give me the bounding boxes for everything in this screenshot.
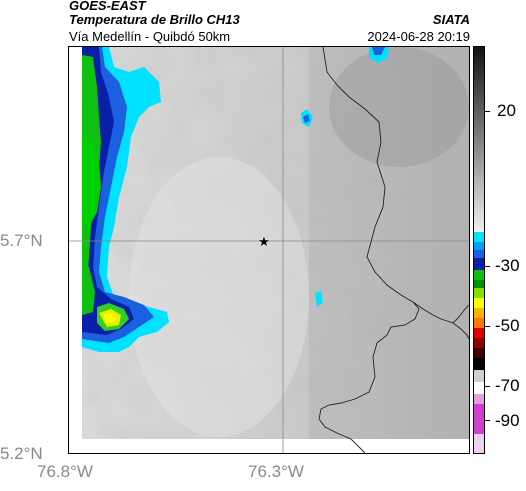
colorbar-label-m90: -90 — [495, 411, 520, 430]
colorbar-label-m30: -30 — [495, 256, 520, 275]
datetime-label: 2024-06-28 20:19 — [367, 29, 470, 44]
lon-tick-1: 76.8°W — [37, 462, 93, 481]
satellite-title: GOES-EAST — [69, 0, 146, 13]
colorbar-tick-m70 — [485, 386, 490, 387]
colorbar — [473, 46, 485, 454]
satellite-map[interactable]: ★ — [68, 46, 470, 454]
colorbar-tick-m50 — [485, 326, 490, 327]
star-marker-icon[interactable]: ★ — [258, 235, 270, 250]
brightness-temperature-image: ★ — [69, 47, 469, 453]
colorbar-label-m50: -50 — [495, 316, 520, 335]
product-title: Temperatura de Brillo CH13 — [69, 12, 240, 27]
institution-label: SIATA — [432, 12, 470, 27]
lat-tick-1: 5.7°N — [0, 231, 43, 250]
colorbar-tick-m30 — [485, 266, 490, 267]
lon-tick-2: 76.3°W — [248, 462, 304, 481]
colorbar-label-m70: -70 — [495, 376, 520, 395]
colorbar-tick-m90 — [485, 420, 490, 421]
lat-tick-2: 5.2°N — [0, 444, 43, 463]
region-label: Vía Medellín - Quibdó 50km — [69, 29, 231, 44]
colorbar-tick-20 — [485, 111, 490, 112]
colorbar-label-20: 20 — [497, 101, 516, 120]
